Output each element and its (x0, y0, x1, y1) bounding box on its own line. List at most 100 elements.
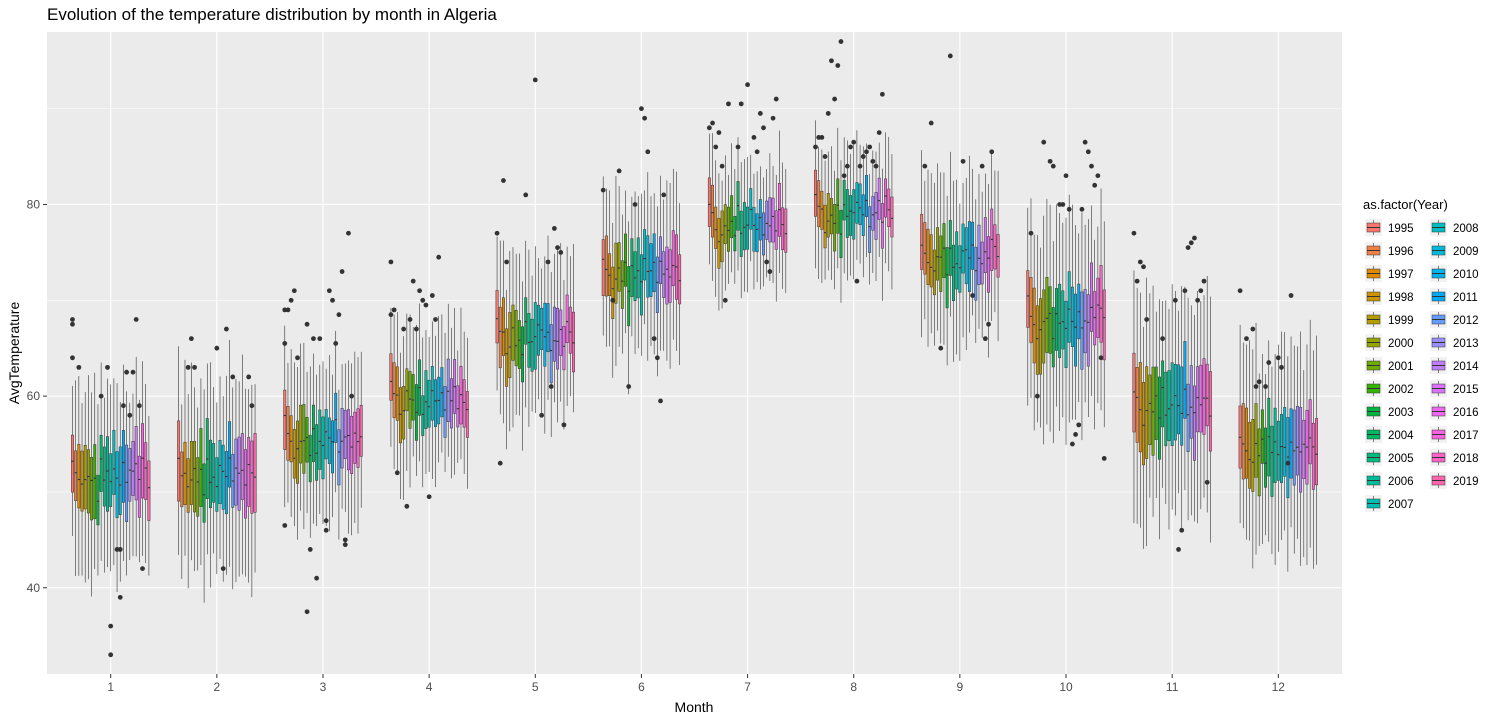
outlier-point (1095, 173, 1101, 179)
outlier-point (282, 523, 288, 528)
box-10-2007 (1064, 217, 1068, 445)
box-12-2012 (1292, 345, 1296, 554)
outlier-point (1201, 278, 1207, 284)
box-body (739, 210, 743, 257)
outlier-point (960, 158, 966, 164)
box-body (399, 387, 402, 444)
box-body (462, 379, 466, 428)
box-8-2018 (887, 136, 891, 272)
box-body (147, 460, 151, 521)
outlier-point (291, 288, 297, 294)
outlier-point (735, 144, 741, 150)
legend-item-2013: 2013 (1430, 334, 1479, 351)
box-body (340, 408, 344, 469)
box-body (1295, 405, 1299, 476)
box-body (137, 455, 141, 518)
box-body (434, 379, 437, 428)
box-body (253, 433, 257, 513)
legend-label: 2015 (1453, 384, 1479, 396)
outlier-point (548, 384, 554, 389)
box-body (1051, 307, 1055, 368)
box-4-1998 (399, 352, 402, 500)
box-3-2008 (324, 368, 328, 526)
box-2-2005 (209, 362, 212, 588)
box-8-1996 (817, 146, 821, 279)
outlier-point (1253, 384, 1259, 389)
outlier-point (835, 63, 841, 68)
box-body (845, 189, 849, 238)
box-body (727, 206, 730, 252)
box-8-2010 (861, 146, 865, 278)
x-tick-label: 12 (1272, 680, 1286, 694)
outlier-point (854, 278, 860, 284)
outlier-point (336, 312, 342, 318)
box-8-2019 (890, 154, 894, 290)
box-body (1026, 270, 1030, 328)
box-body (221, 444, 225, 510)
outlier-point (346, 230, 351, 236)
box-body (826, 193, 830, 238)
box-body (118, 446, 122, 515)
box-3-2019 (359, 351, 363, 508)
legend-label: 2007 (1388, 499, 1414, 511)
legend-label: 2005 (1388, 453, 1414, 465)
box-body (707, 177, 711, 227)
outlier-point (76, 364, 82, 370)
box-body (402, 385, 406, 440)
box-7-1999 (720, 180, 724, 309)
box-11-2008 (1173, 291, 1177, 516)
box-11-2017 (1202, 295, 1206, 498)
box-body (1064, 300, 1068, 368)
outlier-point (876, 130, 882, 136)
box-1-2006 (106, 378, 109, 568)
box-9-2000 (936, 163, 940, 331)
box-body (643, 229, 647, 281)
legend-item-1996: 1996 (1365, 242, 1414, 259)
box-4-2011 (440, 314, 444, 453)
outlier-point (121, 403, 126, 409)
month-group-5 (494, 77, 575, 466)
box-body (714, 206, 718, 249)
outlier-point (188, 336, 194, 342)
box-6-2007 (639, 193, 643, 356)
box-3-2004 (311, 353, 315, 524)
box-body (877, 177, 881, 220)
box-body (102, 446, 106, 507)
box-body (296, 420, 299, 484)
outlier-point (1034, 393, 1040, 399)
box-6-2010 (649, 196, 653, 347)
legend-label: 2006 (1388, 476, 1414, 488)
outlier-point (713, 144, 719, 150)
box-body (964, 227, 968, 285)
month-group-11 (1131, 230, 1212, 552)
box-8-2008 (855, 130, 859, 260)
box-body (1189, 365, 1193, 439)
box-11-2000 (1148, 293, 1152, 498)
outlier-point (829, 58, 834, 64)
box-body (392, 362, 396, 418)
box-3-2016 (350, 363, 354, 536)
box-body (1093, 291, 1097, 346)
outlier-point (632, 202, 638, 207)
outlier-point (1172, 297, 1178, 303)
box-10-2000 (1042, 215, 1046, 445)
y-axis-title: AvgTemperature (6, 302, 22, 405)
box-body (849, 195, 852, 236)
box-body (556, 307, 560, 370)
outlier-point (117, 547, 123, 552)
box-7-2006 (742, 159, 746, 292)
legend-item-2009: 2009 (1430, 242, 1479, 259)
box-12-2004 (1267, 340, 1271, 542)
box-10-2009 (1070, 204, 1074, 420)
box-1-2019 (147, 416, 151, 576)
outlier-point (1185, 245, 1191, 250)
outlier-point (1092, 182, 1098, 188)
box-body (1080, 291, 1084, 370)
box-2-2004 (205, 363, 209, 555)
box-2-2019 (253, 384, 257, 573)
outlier-point (719, 163, 725, 169)
box-body (1032, 287, 1036, 364)
legend-item-1999: 1999 (1365, 311, 1414, 328)
legend-item-2002: 2002 (1365, 380, 1414, 397)
